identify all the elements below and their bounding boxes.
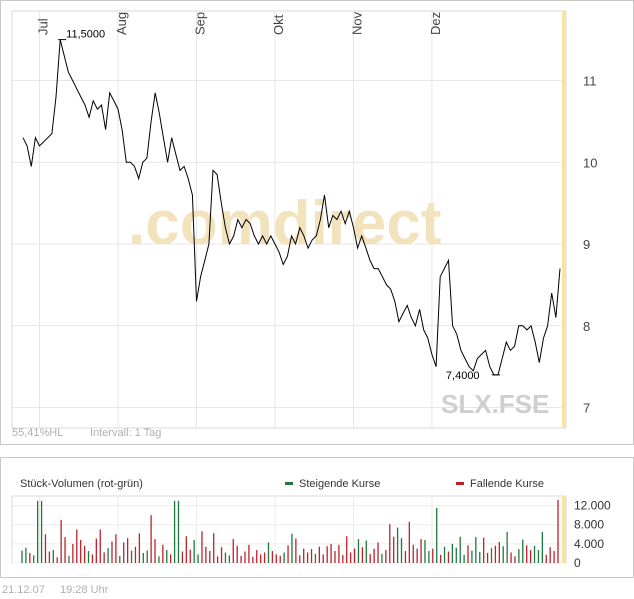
interval-info: Intervall: 1 Tag	[90, 427, 161, 439]
footer-date: 21.12.07	[2, 584, 45, 596]
symbol-label: SLX.FSE	[441, 389, 549, 419]
legend-swatch	[285, 482, 293, 485]
volume-chart: 12.000 8.000 4.000 0 Stück-Volumen (rot-grün…	[0, 457, 634, 578]
y-tick-label: 8	[583, 319, 590, 334]
footer: 21.12.07 19:28 Uhr	[2, 584, 109, 596]
watermark: .comdirect	[128, 189, 442, 258]
legend-swatch	[456, 482, 464, 485]
y-tick-label: 11	[583, 74, 597, 89]
x-tick-label: Dez	[428, 12, 443, 35]
volume-tick-label: 4.000	[574, 537, 604, 551]
legend-label: Fallende Kurse	[470, 478, 544, 490]
footer-time: 19:28 Uhr	[60, 584, 109, 596]
y-tick-label: 9	[583, 237, 590, 252]
range-info: 55,41%HL	[12, 427, 63, 439]
price-chart: 7 8 9 10 11 Jul Aug Sep Okt Nov Dez .comdirect 11,50…	[0, 0, 634, 445]
price-line	[22, 39, 561, 376]
x-tick-label: Jul	[36, 18, 51, 35]
volume-tick-label: 8.000	[574, 518, 604, 532]
x-tick-label: Okt	[271, 14, 286, 35]
x-tick-label: Aug	[114, 12, 129, 35]
y-tick-label: 10	[583, 155, 597, 170]
legend-label: Steigende Kurse	[299, 478, 380, 490]
annotation-label: 11,5000	[66, 29, 105, 41]
x-tick-label: Nov	[349, 11, 364, 35]
today-marker	[562, 11, 566, 428]
annotation-label: 7,4000	[446, 370, 480, 382]
y-tick-label: 7	[583, 401, 590, 416]
x-tick-label: Sep	[192, 12, 207, 35]
volume-title: Stück-Volumen (rot-grün)	[20, 478, 143, 490]
volume-today-marker	[562, 496, 566, 563]
volume-tick-label: 12.000	[574, 499, 611, 513]
volume-tick-label: 0	[574, 556, 581, 570]
